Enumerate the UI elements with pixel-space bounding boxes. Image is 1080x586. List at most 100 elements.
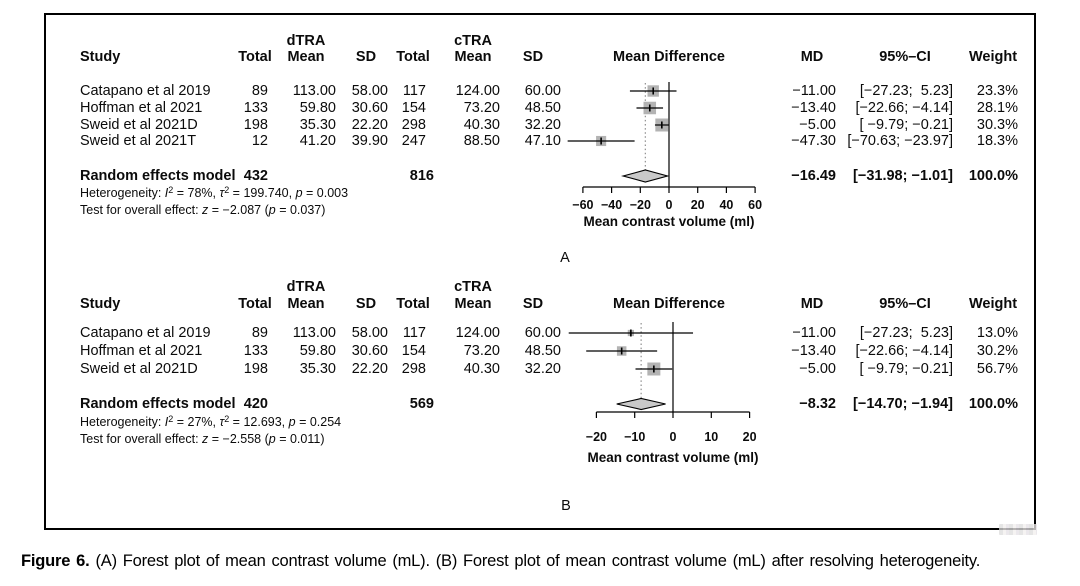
x-axis-tick-label: −60: [572, 198, 594, 212]
ctra-total-value: 154: [401, 343, 426, 359]
caption-segment: = 199.740,: [229, 186, 296, 200]
caption-segment: = 0.254: [295, 415, 342, 429]
ctra-mean-value: 73.20: [463, 343, 500, 359]
col-header-mean-dtra: Mean: [287, 296, 325, 312]
caption-segment: = 0.037): [275, 203, 326, 217]
summary-ci-value: [−14.70; −1.94]: [853, 396, 953, 412]
md-value: −47.30: [791, 133, 836, 149]
dtra-total-value: 89: [251, 325, 268, 341]
summary-ci-value: [−31.98; −1.01]: [853, 168, 953, 184]
forest-panel-b: [568, 322, 751, 418]
caption-segment: 2: [168, 184, 174, 195]
caption-segment: 2: [224, 184, 230, 195]
ctra-total-value: 117: [402, 83, 426, 99]
caption-segment: Test for overall effect:: [80, 432, 203, 446]
md-value: −5.00: [799, 361, 836, 377]
study-name: Sweid et al 2021D: [80, 117, 198, 133]
ci-value: [−70.63; −23.97]: [847, 133, 953, 149]
caption-segment: p: [268, 432, 276, 446]
summary-dtra-total: 420: [243, 396, 268, 412]
study-name: Catapano et al 2019: [80, 83, 211, 99]
ctra-total-value: 117: [402, 325, 426, 341]
caption-segment: p: [295, 186, 303, 200]
summary-diamond: [616, 397, 666, 411]
dtra-total-value: 133: [243, 343, 268, 359]
x-axis-title: Mean contrast volume (ml): [583, 214, 755, 229]
study-name: Sweid et al 2021T: [80, 133, 197, 149]
caption-segment: z: [202, 432, 209, 446]
dtra-mean-value: 41.20: [299, 133, 336, 149]
summary-md-value: −8.32: [799, 396, 836, 412]
x-axis-tick-label: −20: [629, 198, 651, 212]
col-header-total-ctra: Total: [396, 49, 430, 65]
ci-value: [−22.66; −4.14]: [855, 343, 953, 359]
study-name: Sweid et al 2021D: [80, 361, 198, 377]
dtra-sd-value: 58.00: [351, 325, 388, 341]
ctra-total-value: 154: [401, 100, 426, 116]
ctra-sd-value: 32.20: [524, 117, 561, 133]
dtra-mean-value: 35.30: [299, 361, 336, 377]
weight-value: 18.3%: [976, 133, 1018, 149]
dtra-mean-value: 59.80: [299, 100, 336, 116]
figure-caption-label: Figure 6.: [21, 552, 90, 570]
dtra-mean-value: 113.00: [292, 325, 336, 341]
panel-letter-a: A: [560, 250, 570, 266]
ctra-sd-value: 60.00: [524, 83, 561, 99]
ctra-sd-value: 47.10: [524, 133, 561, 149]
col-header-sd-ctra: SD: [522, 49, 544, 65]
col-header-weight: Weight: [968, 296, 1018, 312]
summary-md-value: −16.49: [791, 168, 836, 184]
col-header-mean-difference: Mean Difference: [612, 296, 726, 312]
caption-segment: 2: [168, 413, 174, 424]
col-header-sd-dtra: SD: [355, 49, 377, 65]
ci-value: [ −9.79; −0.21]: [859, 361, 953, 377]
x-axis-tick-label: 60: [748, 198, 763, 212]
ctra-sd-value: 60.00: [524, 325, 561, 341]
dtra-mean-value: 35.30: [299, 117, 336, 133]
caption-segment: I: [164, 186, 169, 200]
caption-segment: Heterogeneity:: [80, 415, 165, 429]
summary-dtra-total: 432: [243, 168, 268, 184]
caption-segment: = −2.558 (: [208, 432, 269, 446]
col-header-mean-difference: Mean Difference: [612, 49, 726, 65]
col-header-mean-ctra: Mean: [454, 49, 492, 65]
ctra-mean-value: 124.00: [455, 325, 500, 341]
md-value: −13.40: [791, 100, 836, 116]
dtra-total-value: 89: [251, 83, 268, 99]
watermark-artifact: [999, 524, 1037, 535]
caption-segment: z: [202, 203, 209, 217]
ctra-mean-value: 88.50: [463, 133, 500, 149]
ctra-sd-value: 48.50: [524, 343, 561, 359]
caption-segment: Heterogeneity:: [80, 186, 165, 200]
overall-effect-text: Test for overall effect: z = −2.087 (p =…: [80, 202, 325, 218]
x-axis-tick-label: 10: [704, 430, 719, 444]
ctra-mean-value: 40.30: [463, 117, 500, 133]
col-header-weight: Weight: [968, 49, 1018, 65]
ctra-total-value: 298: [401, 361, 426, 377]
ctra-sd-value: 48.50: [524, 100, 561, 116]
dtra-total-value: 12: [251, 133, 268, 149]
dtra-total-value: 198: [243, 117, 268, 133]
ctra-mean-value: 124.00: [455, 83, 500, 99]
group-header-dtra: dTRA: [286, 279, 326, 295]
dtra-sd-value: 58.00: [351, 83, 388, 99]
ctra-total-value: 298: [401, 117, 426, 133]
ci-value: [ −9.79; −0.21]: [859, 117, 953, 133]
dtra-mean-value: 59.80: [299, 343, 336, 359]
x-axis-tick-label: −20: [585, 430, 607, 444]
dtra-total-value: 198: [243, 361, 268, 377]
group-header-ctra: cTRA: [454, 33, 492, 49]
figure-caption-text: (A) Forest plot of mean contrast volume …: [95, 552, 981, 570]
caption-segment: = 27%,: [173, 415, 220, 429]
caption-segment: Test for overall effect:: [80, 203, 203, 217]
ctra-mean-value: 40.30: [463, 361, 500, 377]
figure-border-box: [44, 13, 1036, 530]
caption-segment: p: [268, 203, 276, 217]
panel-letter-b: B: [561, 498, 571, 514]
col-header-mean-dtra: Mean: [287, 49, 325, 65]
figure-caption: Figure 6. (A) Forest plot of mean contras…: [21, 552, 1071, 571]
summary-row-label: Random effects model: [80, 396, 236, 412]
md-value: −11.00: [792, 83, 836, 99]
group-header-dtra: dTRA: [286, 33, 326, 49]
